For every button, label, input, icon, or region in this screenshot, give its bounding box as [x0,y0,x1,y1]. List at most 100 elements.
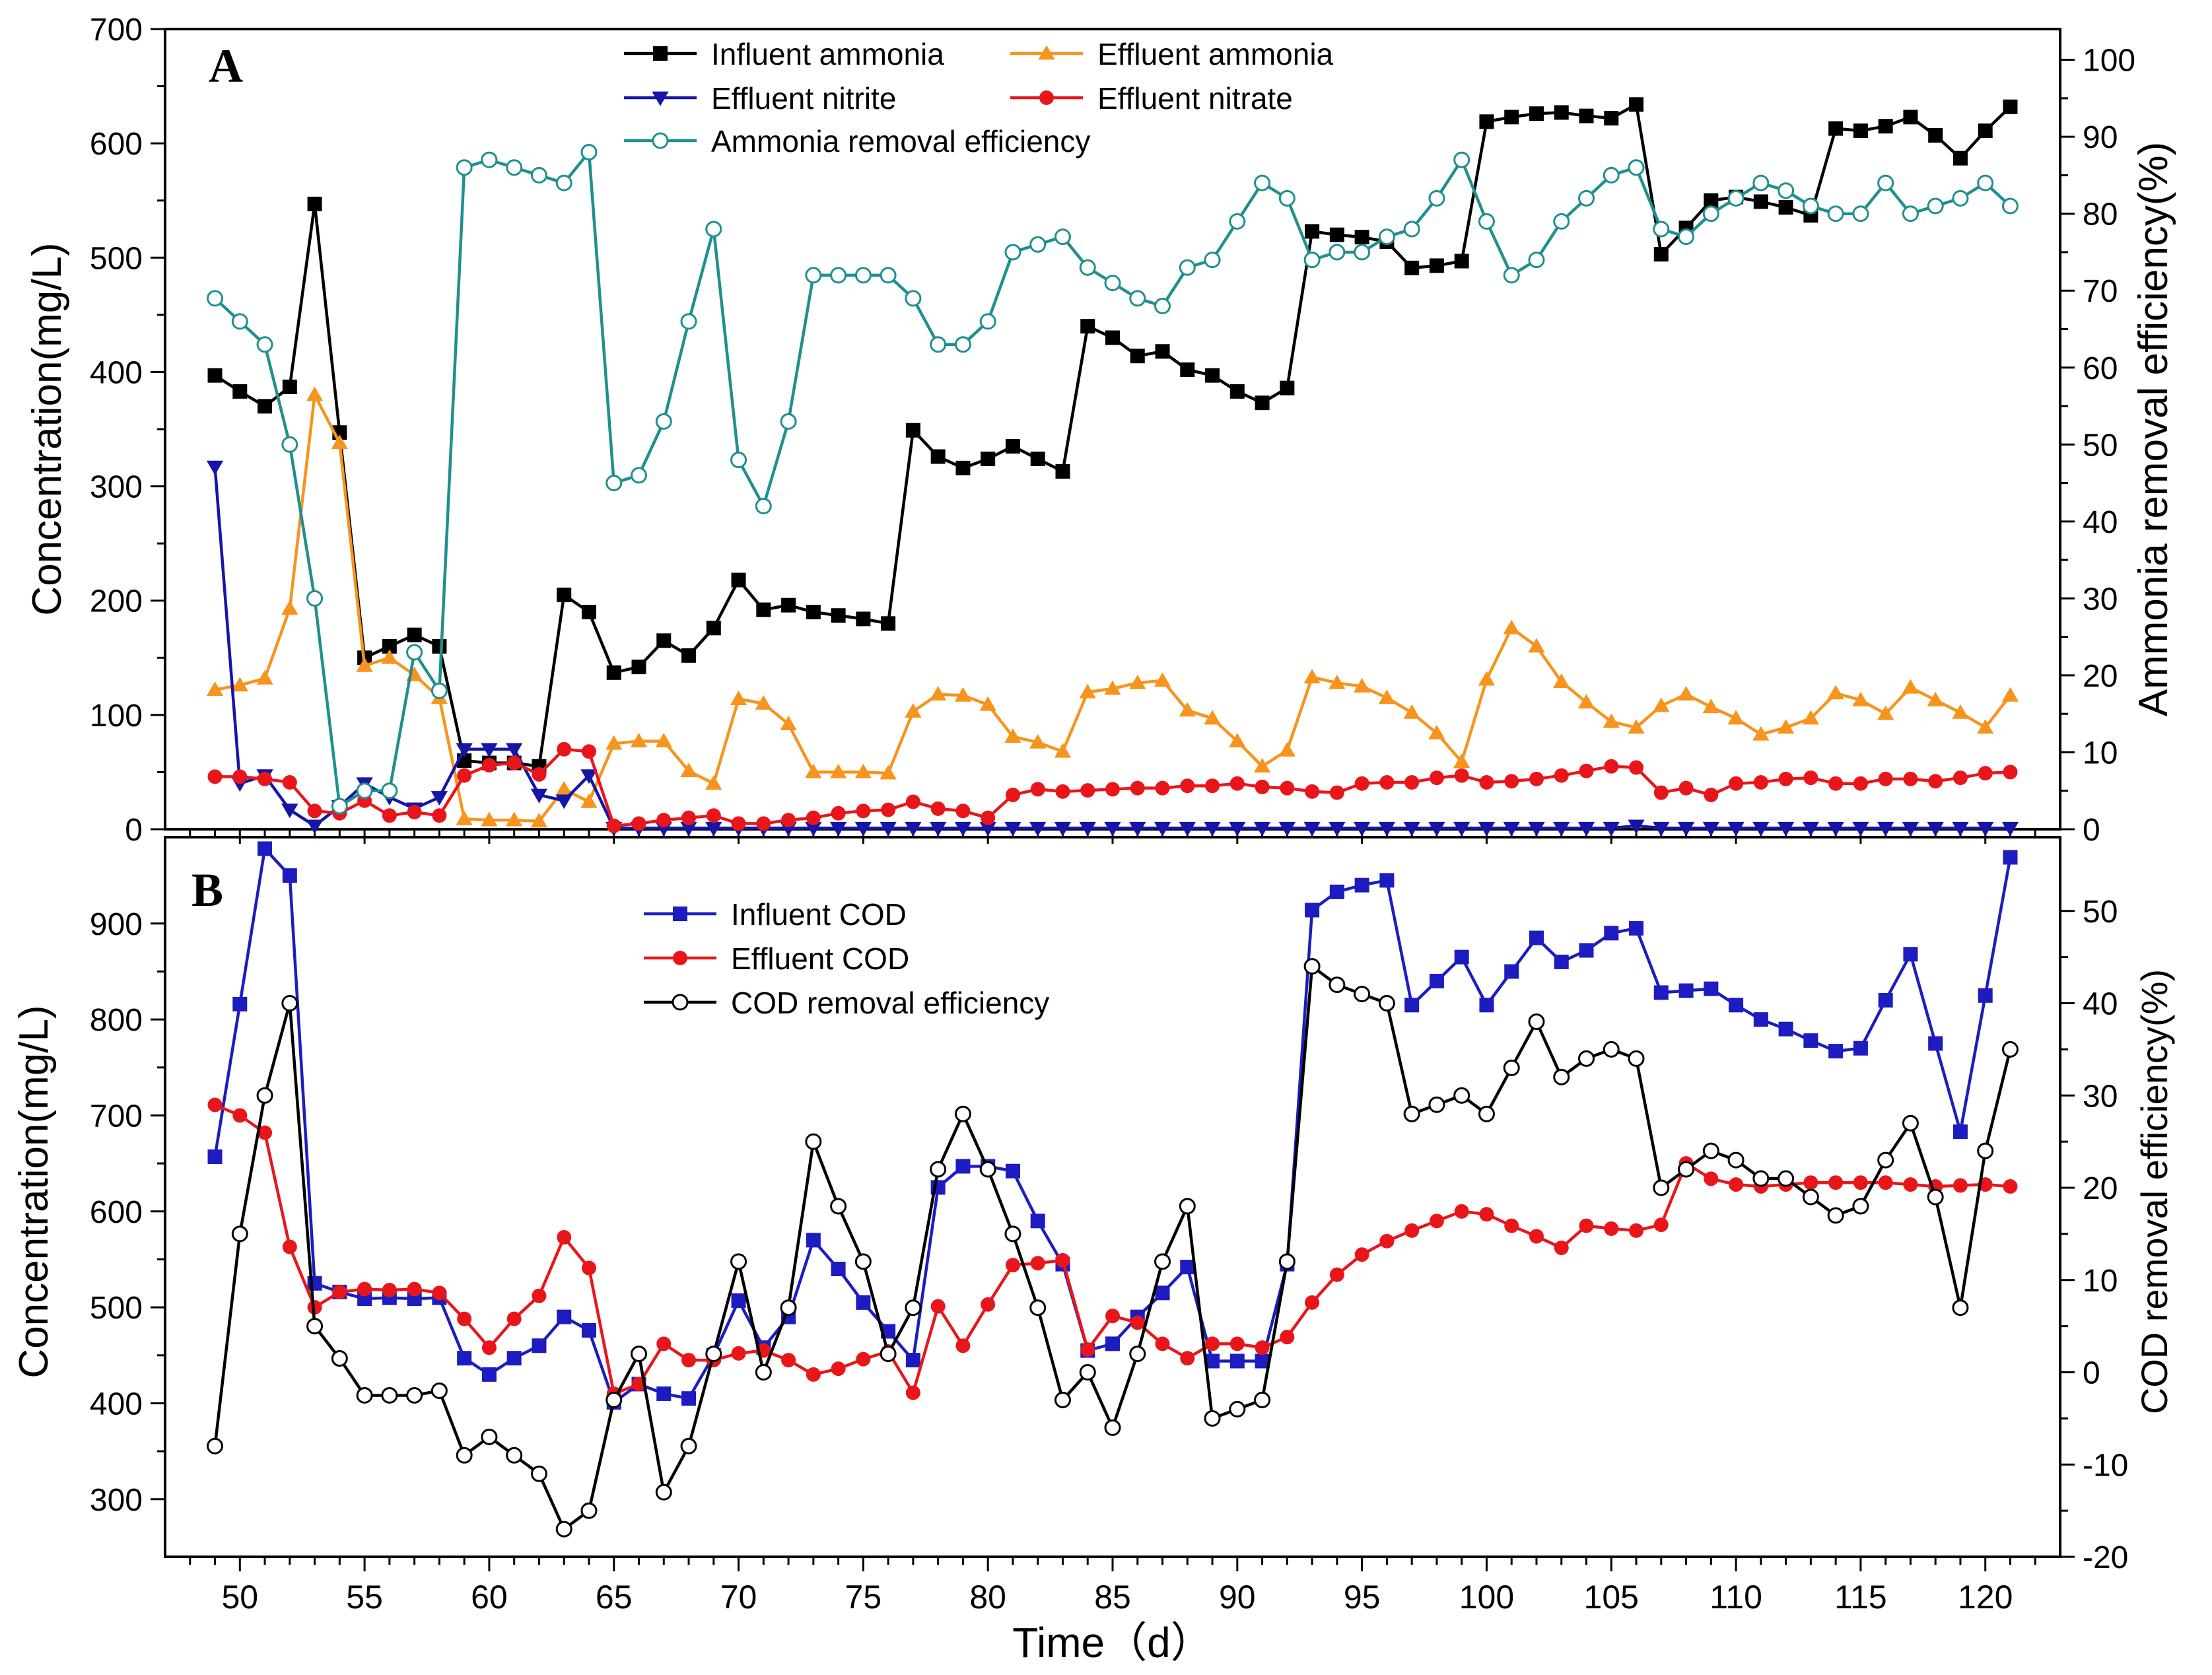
panel-a-point-effluent-nitrite [1004,821,1021,837]
panel-b-point-influent-cod [2003,850,2018,865]
panel-a-point-effluent-nitrate [1828,776,1844,791]
panel-a-point-influent-ammonia [831,608,846,623]
panel-a-point-effluent-nitrite [1727,821,1745,837]
panel-b-x-tick-label: 55 [346,1579,383,1616]
panel-a-point-effluent-ammonia [206,681,224,697]
panel-a-point-ammonia-removal-efficiency [1278,189,1296,207]
panel-b-point-influent-cod [1778,1021,1793,1037]
panel-a-right-y-tick-label: 90 [2083,120,2118,155]
panel-a-point-ammonia-removal-efficiency [2001,197,2019,215]
panel-b-point-effluent-cod [1155,1336,1170,1351]
panel-b-left-axis-title: Concentration(mg/L) [11,1005,57,1378]
panel-a-point-ammonia-removal-efficiency [655,413,672,430]
panel-a-point-effluent-nitrate [1878,771,1893,786]
panel-b-legend: Influent COD Effluent COD COD removal effi… [644,897,1049,1020]
panel-a-point-influent-ammonia [631,660,646,675]
panel-a-point-ammonia-removal-efficiency [1478,213,1495,230]
panel-b-point-influent-cod [656,1386,672,1401]
panel-a-point-effluent-nitrate [1454,768,1469,783]
panel-a-point-effluent-nitrate [656,813,672,828]
panel-a-point-influent-ammonia [1778,200,1793,215]
panel-b-point-cod-removal-efficiency [2001,1041,2019,1058]
panel-a-point-effluent-ammonia [1827,685,1844,700]
panel-a-point-effluent-nitrate [1704,788,1719,803]
panel-a-point-effluent-nitrate [1055,784,1070,799]
panel-b-point-cod-removal-efficiency [1354,986,1371,1003]
panel-b-point-effluent-cod [506,1311,522,1326]
panel-a-point-influent-ammonia [981,452,996,467]
panel-a-point-effluent-nitrite [530,788,548,803]
panel-a-point-effluent-ammonia [1977,719,1994,734]
panel-b-point-effluent-cod [930,1299,946,1314]
panel-a-point-ammonia-removal-efficiency [954,336,971,353]
panel-b-x-tick-label: 65 [596,1579,633,1616]
panel-a-point-ammonia-removal-efficiency [306,590,324,607]
panel-a-point-effluent-nitrate [1180,778,1195,794]
panel-a-point-effluent-ammonia [256,669,273,685]
panel-a-point-ammonia-removal-efficiency [1179,259,1196,276]
panel-b-legend-item-effluent-cod: Effluent COD [644,941,909,976]
panel-a-point-influent-ammonia [1005,438,1020,454]
panel-b-point-cod-removal-efficiency [805,1133,822,1150]
panel-a-legend-swatch-marker [652,91,669,106]
panel-a-point-effluent-ammonia [456,810,473,825]
panel-a-point-ammonia-removal-efficiency [930,336,947,353]
panel-a-point-effluent-ammonia [381,649,398,664]
panel-a-point-effluent-nitrate [532,767,547,782]
panel-b-point-influent-cod [1205,1353,1220,1369]
panel-b-point-cod-removal-efficiency [1802,1188,1819,1206]
panel-a-point-effluent-nitrite [1229,821,1246,837]
panel-a-left-y-tick-label: 0 [125,813,143,848]
panel-b-point-effluent-cod [581,1260,596,1276]
panel-b: B Concentration(mg/L) COD removal effici… [11,836,2175,1666]
panel-a-point-influent-ammonia [1629,97,1644,112]
panel-b-point-cod-removal-efficiency [1179,1198,1196,1215]
panel-a-point-influent-ammonia [856,611,871,627]
panel-a-point-ammonia-removal-efficiency [1778,182,1795,199]
panel-b-legend-label: COD removal efficiency [731,986,1049,1020]
panel-a-point-effluent-ammonia [1453,753,1470,769]
panel-a-point-ammonia-removal-efficiency [805,267,822,284]
panel-b-point-cod-removal-efficiency [1503,1059,1520,1076]
panel-a-point-ammonia-removal-efficiency [406,644,423,661]
panel-a-point-effluent-ammonia [1752,726,1770,741]
panel-a-point-effluent-nitrate [1354,776,1369,791]
panel-b-point-cod-removal-efficiency [207,1437,224,1454]
panel-a-point-effluent-nitrite [905,821,922,837]
panel-a-point-effluent-ammonia [1353,677,1371,693]
panel-b-left-y-tick-label: 600 [90,1195,143,1230]
panel-a-legend-label: Effluent ammonia [1097,37,1334,71]
panel-a-point-effluent-nitrite [555,794,572,809]
panel-a-point-effluent-nitrate [1005,788,1020,803]
panel-a-right-y-tick-label: 40 [2083,505,2118,540]
panel-b-point-effluent-cod [831,1361,846,1377]
panel-b-x-tick-label: 85 [1094,1579,1131,1616]
panel-a-point-effluent-ammonia [1253,758,1271,773]
panel-a-point-effluent-nitrate [1928,774,1943,789]
panel-b-point-influent-cod [955,1159,971,1174]
panel-a-point-effluent-nitrite [481,743,498,758]
panel-a-point-effluent-nitrite [880,821,897,837]
panel-b-point-influent-cod [1529,930,1544,945]
panel-b-point-effluent-cod [382,1282,397,1297]
panel-a-point-influent-ammonia [382,638,397,654]
panel-a-left-y-tick-label: 600 [90,127,143,162]
panel-a-right-y-tick-label: 30 [2083,582,2118,617]
panel-a-point-effluent-ammonia [780,716,797,731]
panel-a-point-effluent-nitrate [481,758,497,773]
panel-a-point-effluent-nitrate [1479,775,1494,790]
panel-b-x-tick-label: 115 [1834,1579,1887,1616]
panel-a-left-y-tick-label: 400 [90,355,143,390]
panel-b-point-influent-cod [1604,926,1619,941]
panel-b-point-effluent-cod [1629,1223,1644,1238]
panel-a-point-ammonia-removal-efficiency [605,475,623,492]
panel-b-point-cod-removal-efficiency [1029,1299,1047,1316]
panel-b-left-y-tick-label: 400 [90,1386,143,1421]
panel-a-point-influent-ammonia [1554,105,1569,120]
panel-b-point-influent-cod [1828,1044,1844,1059]
panel-a-point-effluent-nitrite [1628,819,1645,835]
panel-b-point-cod-removal-efficiency [256,1087,273,1104]
panel-a-point-influent-ammonia [1828,121,1844,136]
panel-a-point-effluent-nitrate [981,810,996,825]
panel-a-point-ammonia-removal-efficiency [755,498,772,515]
